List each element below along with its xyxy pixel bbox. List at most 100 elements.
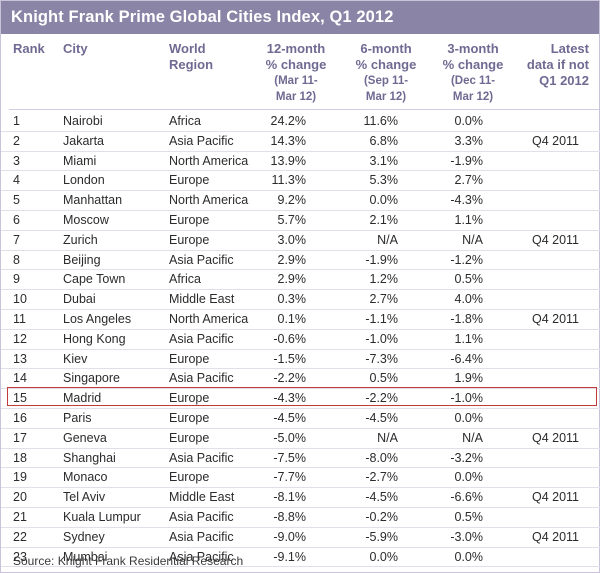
source-note: Source: Knight Frank Residential Researc… <box>13 554 244 568</box>
cell-12-month: -5.0% <box>273 430 306 445</box>
cell-city: Mumbai <box>63 549 108 564</box>
header-12-month: 12-month % change (Mar 11- Mar 12) <box>256 41 336 105</box>
header-6m-line4: Mar 12) <box>365 91 407 103</box>
cell-12-month: 0.3% <box>277 292 307 307</box>
table-row: 13 Kiev Europe -1.5% -7.3% -6.4% <box>1 350 600 370</box>
cell-3-month: 3.3% <box>454 133 484 148</box>
cell-city: Singapore <box>63 371 120 386</box>
header-12m-line1: 12-month <box>266 41 326 56</box>
cell-rank: 16 <box>13 410 27 425</box>
cell-city: Miami <box>63 153 97 168</box>
header-6m-line1: 6-month <box>360 41 412 56</box>
cell-3-month: -4.3% <box>450 193 483 208</box>
cell-12-month: 3.0% <box>277 232 307 247</box>
cell-rank: 12 <box>13 331 27 346</box>
cell-region: Africa <box>169 272 201 287</box>
table-row: 21 Kuala Lumpur Asia Pacific -8.8% -0.2% 0.5% <box>1 508 600 528</box>
cell-region: Europe <box>169 212 210 227</box>
cell-6-month: -0.2% <box>365 509 398 524</box>
table-row: 9 Cape Town Africa 2.9% 1.2% 0.5% <box>1 270 600 291</box>
cell-region: Asia Pacific <box>169 252 234 267</box>
cell-6-month: 0.0% <box>369 549 399 564</box>
cell-region: Middle East <box>169 292 235 307</box>
cell-12-month: -7.5% <box>273 450 306 465</box>
table-row: 17 Geneva Europe -5.0% N/A N/A Q4 2011 <box>1 429 600 449</box>
cell-rank: 2 <box>13 133 20 148</box>
cell-3-month: 1.9% <box>454 371 484 386</box>
table-row: 22 Sydney Asia Pacific -9.0% -5.9% -3.0% Q4 20… <box>1 528 600 548</box>
cell-rank: 13 <box>13 351 27 366</box>
cell-12-month: -8.1% <box>273 490 306 505</box>
cell-region: Asia Pacific <box>169 450 234 465</box>
cell-region: Asia Pacific <box>169 133 234 148</box>
cell-latest-data: Q4 2011 <box>531 430 579 445</box>
cell-city: Nairobi <box>63 114 103 128</box>
cell-city: Tel Aviv <box>63 490 106 505</box>
cell-rank: 6 <box>13 212 20 227</box>
cell-6-month: 5.3% <box>369 173 399 188</box>
cell-latest-data: Q4 2011 <box>531 232 579 247</box>
cell-rank: 18 <box>13 450 27 465</box>
cell-3-month: -1.0% <box>450 391 483 406</box>
cell-3-month: 2.7% <box>454 173 484 188</box>
cell-12-month: 9.2% <box>277 193 307 208</box>
header-6m-line2: % change <box>355 57 417 72</box>
cell-12-month: -7.7% <box>273 470 306 485</box>
table-row: 19 Monaco Europe -7.7% -2.7% 0.0% <box>1 468 600 489</box>
cell-city: Kuala Lumpur <box>63 509 141 524</box>
cell-6-month: -1.0% <box>365 331 398 346</box>
cell-3-month: N/A <box>462 430 483 445</box>
cell-6-month: 11.6% <box>363 114 398 128</box>
header-12m-line3: (Mar 11- <box>274 75 318 87</box>
cell-region: Asia Pacific <box>169 331 234 346</box>
cell-rank: 7 <box>13 232 20 247</box>
header-latest: Latest data if not Q1 2012 <box>506 41 589 89</box>
cell-city: Geneva <box>63 430 107 445</box>
table-row-highlighted: 15 Madrid Europe -4.3% -2.2% -1.0% <box>1 387 600 409</box>
cell-6-month: N/A <box>377 430 398 445</box>
cell-6-month: 3.1% <box>369 153 399 168</box>
table-row: 12 Hong Kong Asia Pacific -0.6% -1.0% 1.1% <box>1 330 600 350</box>
cell-rank: 4 <box>13 173 20 188</box>
header-3-month: 3-month % change (Dec 11- Mar 12) <box>433 41 513 105</box>
cell-region: Middle East <box>169 490 235 505</box>
cell-3-month: -6.6% <box>450 490 483 505</box>
cell-3-month: 0.0% <box>454 549 484 564</box>
header-6m-line3: (Sep 11- <box>363 75 409 87</box>
cell-rank: 1 <box>13 114 20 128</box>
cell-region: Europe <box>169 410 210 425</box>
cell-12-month: 24.2% <box>270 114 306 128</box>
cell-12-month: 2.9% <box>277 272 307 287</box>
cell-12-month: -1.5% <box>273 351 306 366</box>
cell-city: Dubai <box>63 292 96 307</box>
cell-rank: 8 <box>13 252 20 267</box>
header-3m-line3: (Dec 11- <box>450 75 496 87</box>
cell-12-month: -0.6% <box>273 331 306 346</box>
cell-city: Hong Kong <box>63 331 126 346</box>
cell-rank: 9 <box>13 272 20 287</box>
table-row: 18 Shanghai Asia Pacific -7.5% -8.0% -3.2% <box>1 449 600 469</box>
header-6-month: 6-month % change (Sep 11- Mar 12) <box>346 41 426 105</box>
cell-3-month: 0.5% <box>454 272 484 287</box>
cell-city: Beijing <box>63 252 101 267</box>
cell-region: Europe <box>169 391 210 406</box>
cell-region: North America <box>169 311 249 326</box>
cell-3-month: -6.4% <box>450 351 483 366</box>
cell-3-month: -3.2% <box>450 450 483 465</box>
cell-region: Europe <box>169 430 210 445</box>
cell-latest-data: Q4 2011 <box>531 311 579 326</box>
table-row: 11 Los Angeles North America 0.1% -1.1% -1.8%… <box>1 310 600 330</box>
cell-region: Europe <box>169 232 210 247</box>
header-divider <box>9 109 599 110</box>
cell-12-month: 5.7% <box>277 212 307 227</box>
cell-3-month: 1.1% <box>454 212 484 227</box>
cell-city: Cape Town <box>63 272 126 287</box>
table-row: 4 London Europe 11.3% 5.3% 2.7% <box>1 171 600 192</box>
cell-3-month: 4.0% <box>454 292 484 307</box>
cell-rank: 23 <box>13 549 27 564</box>
table-row: 2 Jakarta Asia Pacific 14.3% 6.8% 3.3% Q4 2011 <box>1 132 600 152</box>
cell-latest-data: Q4 2011 <box>531 133 579 148</box>
table-header: Rank City World Region 12-month % change… <box>1 41 599 107</box>
cell-3-month: N/A <box>462 232 483 247</box>
